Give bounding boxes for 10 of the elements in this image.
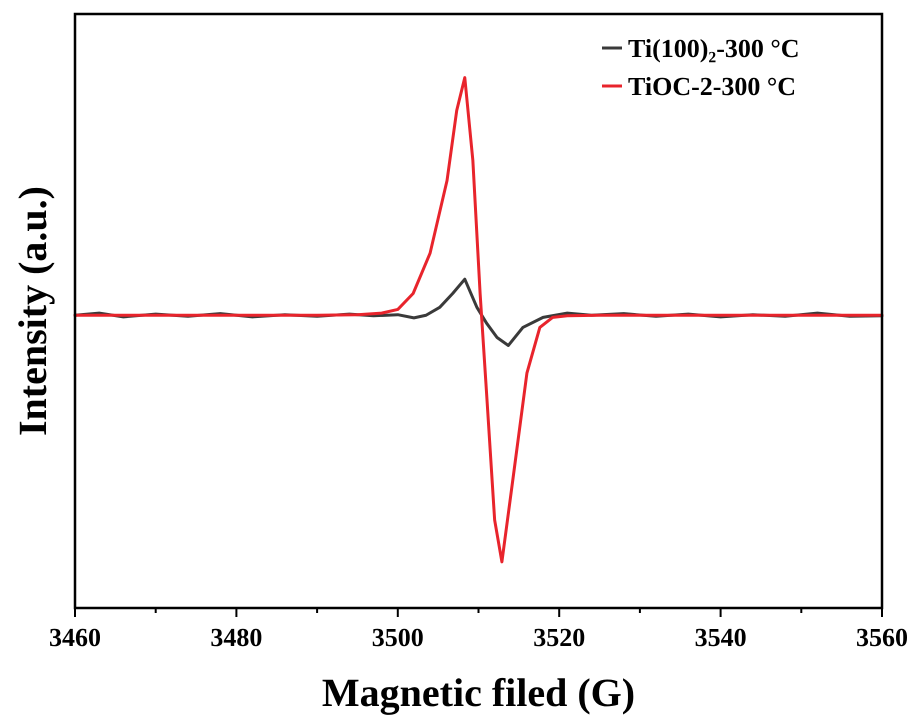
x-tick-label: 3460 <box>49 623 101 652</box>
y-axis-title: Intensity (a.u.) <box>10 186 55 436</box>
x-tick-label: 3560 <box>856 623 908 652</box>
legend-label: TiOC-2-300 °C <box>628 72 796 101</box>
x-axis-title: Magnetic filed (G) <box>322 670 636 715</box>
legend-label: Ti(100)₂-300 °C <box>628 34 800 63</box>
x-tick-label: 3540 <box>694 623 747 652</box>
x-tick-label: 3500 <box>372 623 424 652</box>
x-tick-label: 3480 <box>210 623 262 652</box>
x-tick-label: 3520 <box>533 623 586 652</box>
